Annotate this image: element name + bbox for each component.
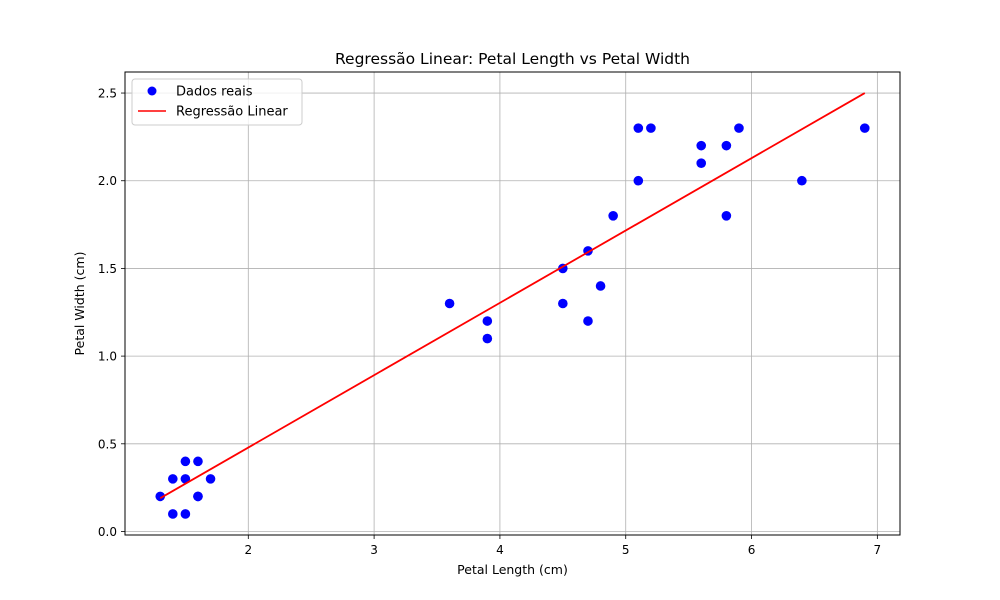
x-tick-label: 4 [496, 543, 504, 557]
y-tick-label: 0.0 [98, 525, 117, 539]
scatter-point [859, 123, 870, 133]
scatter-point [193, 456, 203, 467]
scatter-point [180, 509, 191, 519]
x-tick-label: 7 [874, 543, 882, 557]
scatter-point [734, 123, 744, 133]
scatter-point [646, 123, 656, 133]
y-axis-label: Petal Width (cm) [72, 252, 87, 356]
scatter-point [558, 298, 568, 309]
legend-marker-scatter [147, 86, 157, 96]
scatter-point [155, 491, 166, 502]
legend-label-scatter: Dados reais [176, 85, 253, 100]
scatter-point [205, 474, 216, 484]
scatter-point [633, 123, 644, 133]
scatter-point [696, 140, 707, 151]
y-tick-label: 0.5 [98, 437, 117, 451]
legend-label-line: Regressão Linear [176, 105, 288, 120]
scatter-point [193, 491, 203, 502]
scatter-point [482, 333, 493, 344]
scatter-point [180, 456, 191, 467]
chart-title: Regressão Linear: Petal Length vs Petal … [335, 50, 690, 68]
legend-box [131, 78, 303, 126]
y-tick-label: 2.0 [98, 174, 117, 188]
y-tick-label: 1.5 [98, 262, 117, 276]
y-tick-label: 2.5 [98, 87, 117, 101]
scatter-point [608, 211, 618, 221]
scatter-point [583, 316, 593, 326]
x-tick-label: 3 [370, 543, 378, 557]
legend: Dados reais Regressão Linear [131, 78, 303, 126]
scatter-point [180, 474, 191, 484]
scatter-point [482, 316, 493, 326]
scatter-point [721, 140, 732, 151]
x-tick-label: 6 [748, 543, 756, 557]
scatter-point [168, 509, 178, 519]
plot-data [155, 92, 870, 519]
y-tick-label: 1.0 [98, 350, 117, 364]
scatter-point [168, 474, 178, 484]
scatter-point [797, 175, 807, 186]
x-tick-label: 2 [244, 543, 252, 557]
x-tick-label: 5 [622, 543, 630, 557]
scatter-point [633, 175, 644, 186]
ticks: 2 3 4 5 6 7 0.0 0.5 1.0 1.5 2.0 2.5 [98, 87, 881, 557]
scatter-point [595, 281, 606, 291]
regression-line [159, 92, 866, 499]
plot-frame [124, 71, 901, 536]
scatter-point [444, 298, 455, 309]
scatter-point [721, 211, 732, 221]
x-axis-label: Petal Length (cm) [457, 562, 568, 577]
scatter-point [696, 158, 707, 168]
